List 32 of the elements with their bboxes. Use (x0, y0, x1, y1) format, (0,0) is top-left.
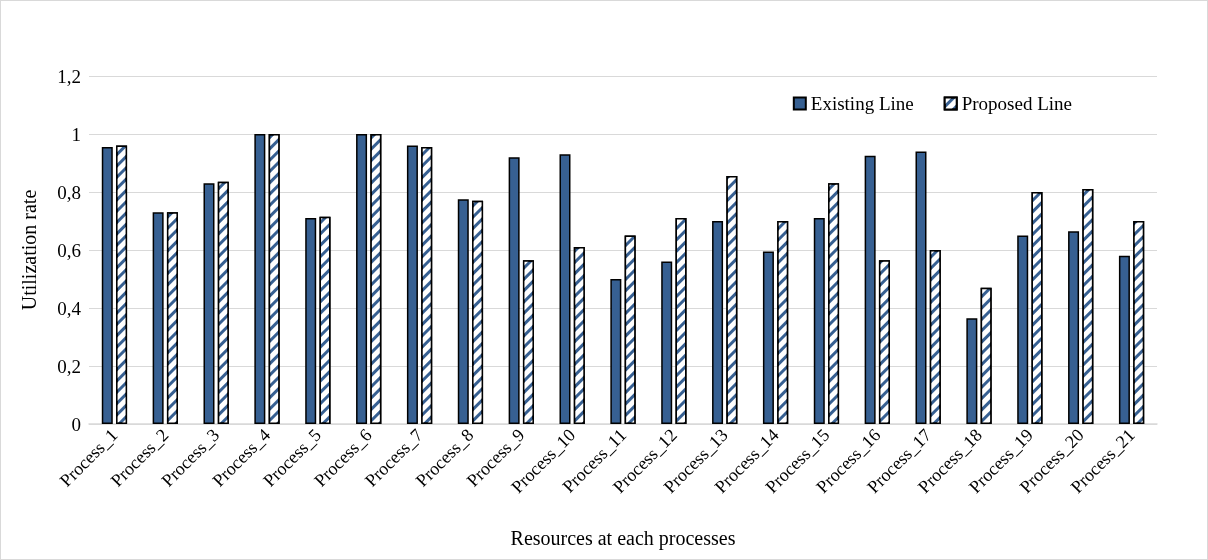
x-axis-title: Resources at each processes (510, 527, 736, 550)
legend-label: Proposed Line (961, 93, 1073, 114)
bar (152, 212, 164, 424)
y-tick-label: 0 (71, 413, 81, 435)
bar (1068, 231, 1080, 424)
y-axis-title: Utilization rate (18, 189, 40, 311)
bar (610, 279, 622, 424)
bar (508, 157, 520, 424)
bar (762, 251, 774, 424)
bar (864, 155, 876, 424)
y-tick-label: 1 (71, 123, 81, 145)
bar (559, 154, 571, 424)
bar (915, 151, 927, 424)
bar (1017, 235, 1029, 424)
bar (356, 134, 368, 424)
bar (966, 318, 978, 424)
bar (712, 221, 724, 424)
y-tick-label: 0,2 (57, 355, 81, 377)
bar (1118, 255, 1130, 424)
bar (101, 147, 113, 424)
bar (813, 218, 825, 424)
bar (203, 183, 215, 424)
y-tick-label: 0,8 (57, 181, 81, 203)
bar (457, 199, 469, 424)
bar (406, 145, 418, 424)
y-tick-label: 0,4 (57, 297, 82, 319)
y-tick-label: 0,6 (57, 239, 81, 261)
bar (305, 218, 317, 424)
bar (254, 134, 266, 424)
y-tick-label: 1,2 (57, 65, 81, 87)
bar (661, 261, 673, 424)
legend-label: Existing Line (810, 93, 914, 114)
